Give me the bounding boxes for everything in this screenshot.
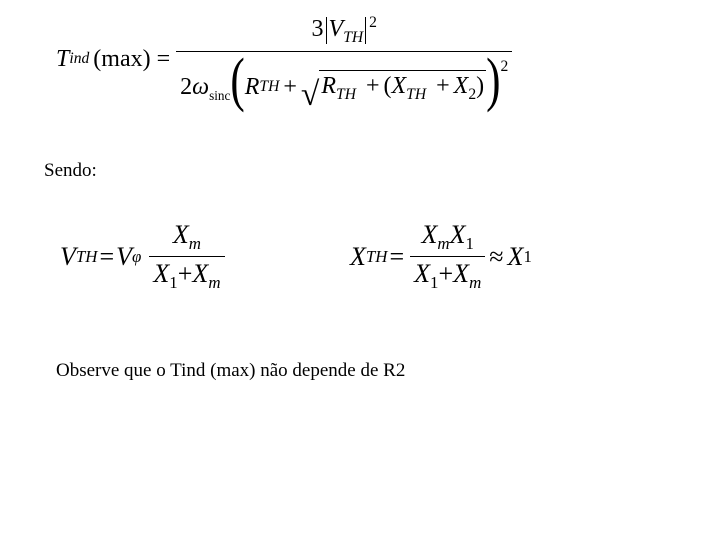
xth-var: X (350, 242, 366, 272)
xth-eq: = (389, 242, 404, 272)
den-outer-exp: 2 (501, 58, 509, 75)
den-x2-sub: 2 (468, 86, 476, 103)
num-exp: 2 (369, 14, 377, 31)
tind-eq: = (157, 46, 171, 73)
xth-num-x1-sub: 1 (465, 234, 473, 253)
den-r1-sub: TH (259, 78, 279, 96)
tind-sub: ind (69, 50, 89, 68)
num-sub: TH (343, 29, 363, 46)
den-r2-sub: TH (336, 86, 356, 103)
den-x2: X (454, 73, 469, 99)
paren-left: ( (230, 46, 244, 115)
vth-den-x1-sub: 1 (169, 273, 177, 292)
xth-den-x1: X (414, 259, 430, 288)
den-omega: ω (192, 74, 209, 100)
xth-rhs-sub: 1 (523, 247, 531, 267)
xth-rhs-var: X (508, 242, 524, 272)
xth-den-xm-sub: m (469, 273, 481, 292)
den-coef: 2 (180, 74, 192, 100)
tind-arg: (max) (93, 46, 150, 73)
sqrt-body: RTH +(XTH +X2) (319, 70, 486, 104)
xth-fraction: XmX1 X1+Xm (410, 220, 485, 293)
vth-sub: TH (76, 247, 98, 267)
abs-bar-right (365, 17, 366, 43)
tind-fraction: 3VTH2 2ωsinc( RTH + √ RTH +(XTH +X2) )2 (176, 14, 512, 105)
vth-den-xm: X (192, 259, 208, 288)
vth-den-x1: X (153, 259, 169, 288)
vth-den-xm-sub: m (208, 273, 220, 292)
den-plus2: + (366, 73, 380, 99)
equation-tind-max: Tind (max) = 3VTH2 2ωsinc( RTH + √ RTH +… (56, 14, 512, 105)
vth-den-plus: + (178, 259, 193, 288)
xth-den-x1-sub: 1 (430, 273, 438, 292)
num-coef: 3 (312, 16, 324, 42)
xth-num-xm-sub: m (437, 234, 449, 253)
xth-den-plus: + (439, 259, 454, 288)
tind-var: T (56, 46, 69, 73)
num-var: V (329, 16, 344, 42)
sqrt-sign: √ (301, 83, 319, 107)
xth-den-xm: X (453, 259, 469, 288)
den-r2: R (321, 73, 336, 99)
sendo-label: Sendo: (44, 160, 97, 182)
xth-num-x1: X (450, 220, 466, 249)
observe-text: Observe que o Tind (max) não depende de … (56, 360, 405, 382)
xth-sub: TH (366, 247, 388, 267)
vth-num-sub: m (189, 234, 201, 253)
vphi-var: V (116, 242, 132, 272)
equation-xth: XTH= XmX1 X1+Xm ≈ X1 (350, 220, 532, 293)
vphi-sub: φ (132, 247, 141, 267)
vth-fraction: Xm X1+Xm (149, 220, 224, 293)
vth-var: V (60, 242, 76, 272)
xth-num-xm: X (421, 220, 437, 249)
vth-eq: = (99, 242, 114, 272)
den-x1-sub: TH (406, 86, 426, 103)
vth-num-var: X (173, 220, 189, 249)
den-plus3: + (436, 73, 450, 99)
equation-vth: VTH= Vφ Xm X1+Xm (60, 220, 225, 293)
den-plus1: + (283, 74, 297, 101)
den-x1: X (392, 73, 407, 99)
den-r1: R (245, 74, 260, 101)
paren-right: ) (486, 46, 500, 115)
sqrt-group: √ RTH +(XTH +X2) (301, 70, 486, 104)
den-omega-sub: sinc (209, 88, 230, 103)
abs-bar-left (326, 17, 327, 43)
xth-approx: ≈ (489, 242, 503, 272)
